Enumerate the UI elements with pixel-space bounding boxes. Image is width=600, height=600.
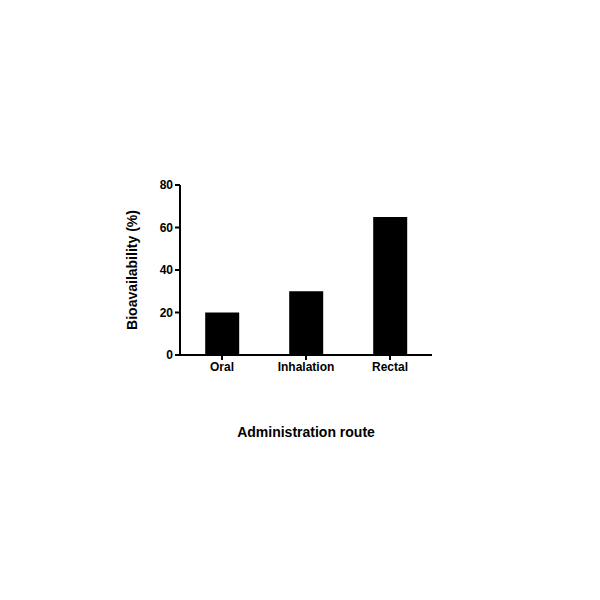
svg-text:Inhalation: Inhalation <box>278 360 335 374</box>
svg-text:20: 20 <box>160 306 174 320</box>
svg-text:0: 0 <box>166 348 173 362</box>
svg-text:Bioavailability (%): Bioavailability (%) <box>124 210 140 330</box>
svg-text:Rectal: Rectal <box>372 360 408 374</box>
svg-text:Administration route: Administration route <box>237 424 375 440</box>
svg-text:Oral: Oral <box>210 360 234 374</box>
svg-text:60: 60 <box>160 221 174 235</box>
svg-text:40: 40 <box>160 263 174 277</box>
svg-text:80: 80 <box>160 178 174 192</box>
